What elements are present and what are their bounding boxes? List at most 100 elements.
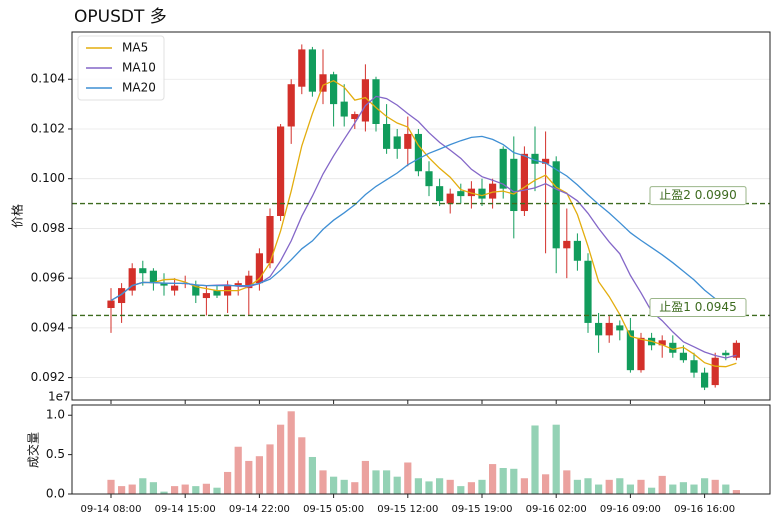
volume-bar <box>298 437 306 494</box>
volume-bar <box>573 479 581 494</box>
target-label: 止盈2 0.0990 <box>659 188 736 202</box>
volume-bar <box>181 484 189 494</box>
candle-body <box>213 290 221 296</box>
x-tick-label: 09-15 12:00 <box>377 504 438 515</box>
candle-body <box>298 49 306 87</box>
candle-body <box>171 285 179 291</box>
volume-bar <box>732 490 740 494</box>
candle-body <box>616 325 624 331</box>
candle-body <box>404 133 412 149</box>
candle-body <box>701 372 709 388</box>
y-tick-label: 0.104 <box>31 72 65 86</box>
candle-body <box>383 124 391 149</box>
volume-bar <box>128 484 136 494</box>
volume-bar <box>489 464 497 494</box>
candle-body <box>457 191 465 197</box>
candle-body <box>107 300 115 308</box>
volume-bar <box>457 486 465 494</box>
y-tick-label: 0.096 <box>31 271 65 285</box>
candle-body <box>234 283 242 286</box>
volume-bar <box>171 486 179 494</box>
y-tick-label: 0.102 <box>31 121 65 135</box>
plot-frame <box>71 31 771 401</box>
volume-bar <box>340 479 348 494</box>
volume-bar <box>679 482 687 494</box>
candle-body <box>192 285 200 296</box>
candle-body <box>732 342 740 358</box>
volume-bar <box>542 474 550 494</box>
candle-body <box>319 74 327 92</box>
candle-body <box>658 340 666 346</box>
candle-body <box>563 240 571 249</box>
target-label-box <box>649 186 747 206</box>
candle-body <box>605 322 613 336</box>
candle-body <box>287 84 295 127</box>
y-axis-label: 价格 <box>10 204 25 228</box>
candle-body <box>425 171 433 187</box>
volume-bar <box>234 446 242 494</box>
volume-bar <box>330 476 338 494</box>
volume-bar <box>245 460 253 494</box>
volume-bar <box>139 478 147 494</box>
volume-bar <box>552 424 560 494</box>
volume-bar <box>446 479 454 494</box>
volume-bar <box>584 478 592 494</box>
volume-y-tick-label: 1.0 <box>46 408 65 422</box>
volume-bar <box>637 479 645 494</box>
candle-body <box>669 342 677 353</box>
x-tick-label: 09-16 16:00 <box>674 504 735 515</box>
legend-box <box>77 35 165 101</box>
candle-body <box>711 357 719 386</box>
volume-bar <box>690 484 698 494</box>
volume-bar <box>277 424 285 494</box>
volume-bar <box>595 484 603 494</box>
volume-bar <box>722 484 730 494</box>
volume-frame <box>71 404 771 495</box>
volume-bar <box>520 478 528 494</box>
candle-body <box>573 240 581 261</box>
volume-bar <box>118 486 126 494</box>
y-tick-label: 0.098 <box>31 221 65 235</box>
candle-body <box>361 79 369 122</box>
volume-bar <box>414 478 422 494</box>
volume-y-tick-label: 0.5 <box>46 447 65 461</box>
volume-bar <box>372 470 380 494</box>
volume-bar <box>213 487 221 494</box>
candle-body <box>330 74 338 105</box>
candle-body <box>149 270 157 284</box>
volume-bar <box>467 482 475 494</box>
ma-line <box>110 135 737 316</box>
candle-body <box>351 114 359 120</box>
legend-label: MA5 <box>122 41 148 55</box>
volume-bar <box>149 482 157 494</box>
x-tick-label: 09-14 15:00 <box>155 504 216 515</box>
candle-body <box>266 216 274 264</box>
offset-label: 1e7 <box>48 390 71 404</box>
candle-body <box>690 360 698 373</box>
candle-body <box>520 153 528 212</box>
y-tick-label: 0.100 <box>31 171 65 185</box>
volume-bar <box>319 470 327 494</box>
candle-body <box>467 188 475 197</box>
volume-bar <box>605 479 613 494</box>
candle-body <box>489 183 497 199</box>
legend-label: MA10 <box>122 61 156 75</box>
volume-bar <box>351 482 359 494</box>
y-tick-label: 0.092 <box>31 370 65 384</box>
volume-bar <box>531 425 539 494</box>
volume-bar <box>626 484 634 494</box>
candle-body <box>372 79 380 124</box>
x-tick-label: 09-16 02:00 <box>526 504 587 515</box>
candle-body <box>277 126 285 216</box>
volume-bar <box>192 486 200 494</box>
candle-body <box>128 268 136 291</box>
candle-body <box>414 133 422 172</box>
y-tick-label: 0.094 <box>31 320 65 334</box>
candle-body <box>626 330 634 371</box>
candle-body <box>308 49 316 92</box>
volume-bar <box>393 476 401 494</box>
volume-bar <box>711 479 719 494</box>
volume-y-tick-label: 0.0 <box>46 487 65 501</box>
candle-body <box>552 161 560 249</box>
